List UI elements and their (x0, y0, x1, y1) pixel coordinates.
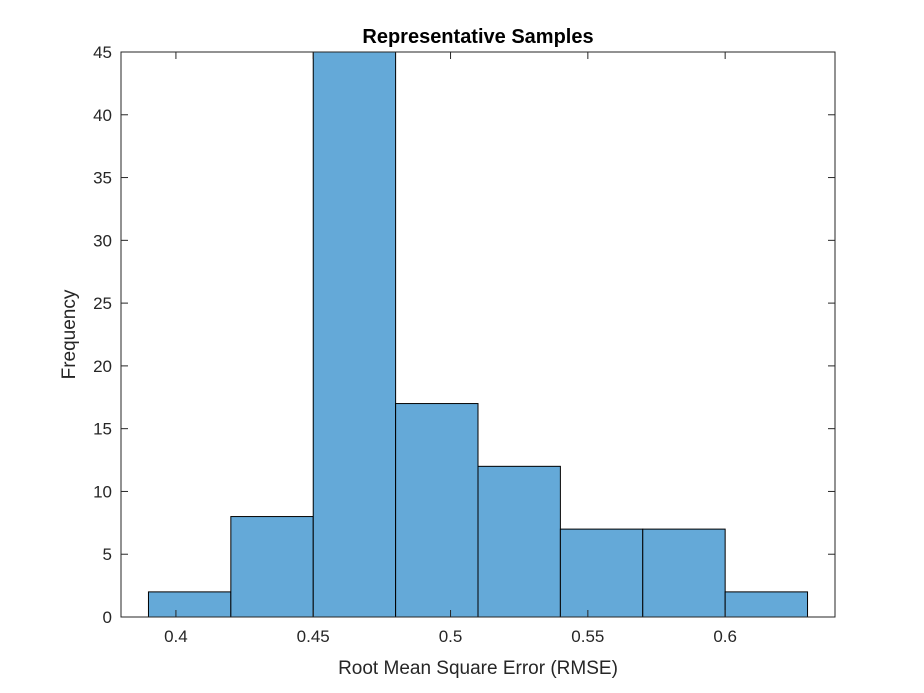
x-tick-label: 0.4 (164, 627, 188, 646)
y-tick-label: 15 (93, 420, 112, 439)
x-tick-label: 0.55 (571, 627, 604, 646)
y-tick-label: 35 (93, 169, 112, 188)
y-tick-label: 0 (103, 608, 112, 627)
x-tick-label: 0.45 (297, 627, 330, 646)
y-axis-label: Frequency (59, 289, 80, 379)
y-tick-label: 5 (103, 545, 112, 564)
histogram-bar (230, 516, 314, 618)
y-tick-label: 20 (93, 357, 112, 376)
x-tick-label: 0.6 (713, 627, 737, 646)
y-tick-label: 25 (93, 294, 112, 313)
histogram-bar (724, 591, 809, 618)
histogram-bars (147, 51, 809, 618)
y-tick-label: 45 (93, 43, 112, 62)
histogram-bar (477, 465, 561, 618)
histogram-bar (147, 591, 232, 618)
chart-title: Representative Samples (362, 26, 593, 48)
x-axis-ticks: 0.4 0.45 0.5 0.55 0.6 (164, 52, 737, 646)
histogram-bar (559, 528, 644, 618)
y-tick-label: 40 (93, 106, 112, 125)
histogram-bar (395, 403, 479, 618)
x-axis-label: Root Mean Square Error (RMSE) (338, 658, 618, 679)
y-tick-label: 30 (93, 231, 112, 250)
y-axis-ticks: 0 5 10 15 20 25 30 35 40 45 (93, 43, 835, 627)
histogram-bar (312, 51, 397, 618)
y-tick-label: 10 (93, 482, 112, 501)
axes-box (120, 51, 836, 618)
histogram-bar (642, 528, 726, 618)
x-tick-label: 0.5 (439, 627, 463, 646)
